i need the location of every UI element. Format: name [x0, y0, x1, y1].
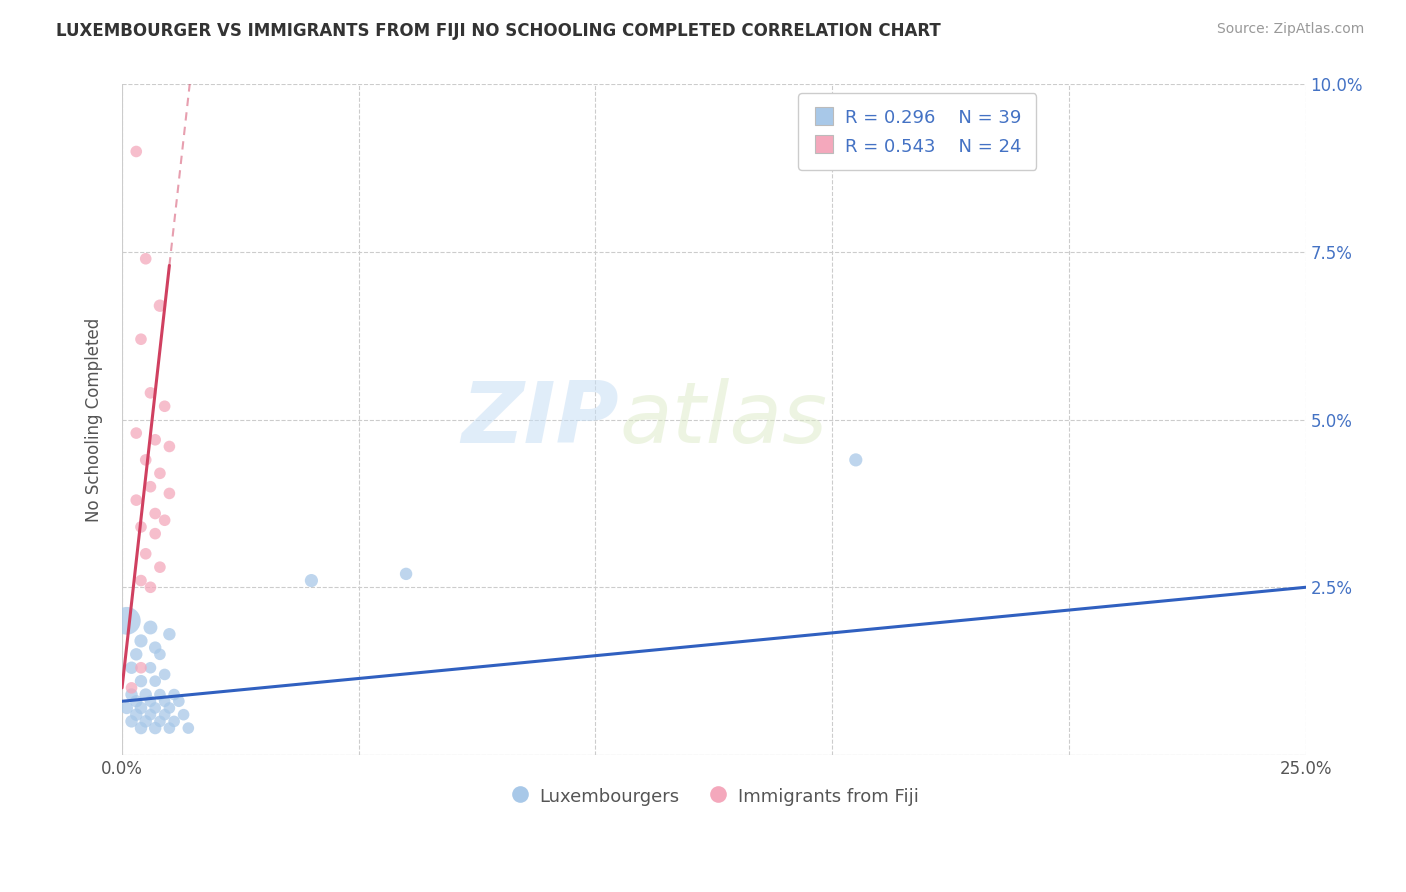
Text: atlas: atlas: [619, 378, 827, 461]
Point: [129, 574, 152, 588]
Point: [143, 526, 166, 541]
Point: [139, 580, 162, 594]
Point: [153, 707, 176, 722]
Point: [125, 648, 148, 662]
Point: [139, 480, 162, 494]
Point: [153, 667, 176, 681]
Point: [157, 440, 180, 454]
Point: [125, 493, 148, 508]
Point: [157, 701, 180, 715]
Point: [129, 701, 152, 715]
Text: ZIP: ZIP: [461, 378, 619, 461]
Point: [149, 714, 172, 729]
Point: [125, 426, 148, 441]
Y-axis label: No Schooling Completed: No Schooling Completed: [86, 318, 103, 522]
Point: [129, 674, 152, 689]
Point: [153, 513, 176, 527]
Point: [115, 701, 138, 715]
Point: [149, 648, 172, 662]
Point: [139, 694, 162, 708]
Point: [129, 661, 152, 675]
Point: [135, 688, 157, 702]
Point: [157, 721, 180, 735]
Point: [121, 714, 143, 729]
Point: [167, 694, 190, 708]
Point: [139, 661, 162, 675]
Point: [149, 560, 172, 574]
Point: [135, 714, 157, 729]
Point: [129, 332, 152, 346]
Point: [163, 714, 186, 729]
Point: [157, 627, 180, 641]
Point: [177, 721, 200, 735]
Point: [845, 453, 868, 467]
Point: [139, 620, 162, 634]
Point: [115, 614, 138, 628]
Point: [139, 707, 162, 722]
Point: [139, 385, 162, 400]
Point: [129, 721, 152, 735]
Point: [121, 688, 143, 702]
Point: [163, 688, 186, 702]
Point: [143, 640, 166, 655]
Point: [157, 486, 180, 500]
Point: [299, 574, 322, 588]
Point: [129, 634, 152, 648]
Point: [121, 681, 143, 695]
Point: [143, 721, 166, 735]
Point: [143, 674, 166, 689]
Legend: Luxembourgers, Immigrants from Fiji: Luxembourgers, Immigrants from Fiji: [502, 779, 925, 813]
Point: [173, 707, 195, 722]
Point: [125, 694, 148, 708]
Point: [395, 566, 418, 581]
Point: [149, 467, 172, 481]
Point: [143, 433, 166, 447]
Point: [135, 453, 157, 467]
Point: [135, 252, 157, 266]
Point: [153, 694, 176, 708]
Point: [135, 547, 157, 561]
Point: [143, 701, 166, 715]
Text: Source: ZipAtlas.com: Source: ZipAtlas.com: [1216, 22, 1364, 37]
Point: [129, 520, 152, 534]
Point: [153, 399, 176, 413]
Point: [121, 661, 143, 675]
Text: LUXEMBOURGER VS IMMIGRANTS FROM FIJI NO SCHOOLING COMPLETED CORRELATION CHART: LUXEMBOURGER VS IMMIGRANTS FROM FIJI NO …: [56, 22, 941, 40]
Point: [149, 688, 172, 702]
Point: [143, 507, 166, 521]
Point: [149, 299, 172, 313]
Point: [125, 145, 148, 159]
Point: [125, 707, 148, 722]
